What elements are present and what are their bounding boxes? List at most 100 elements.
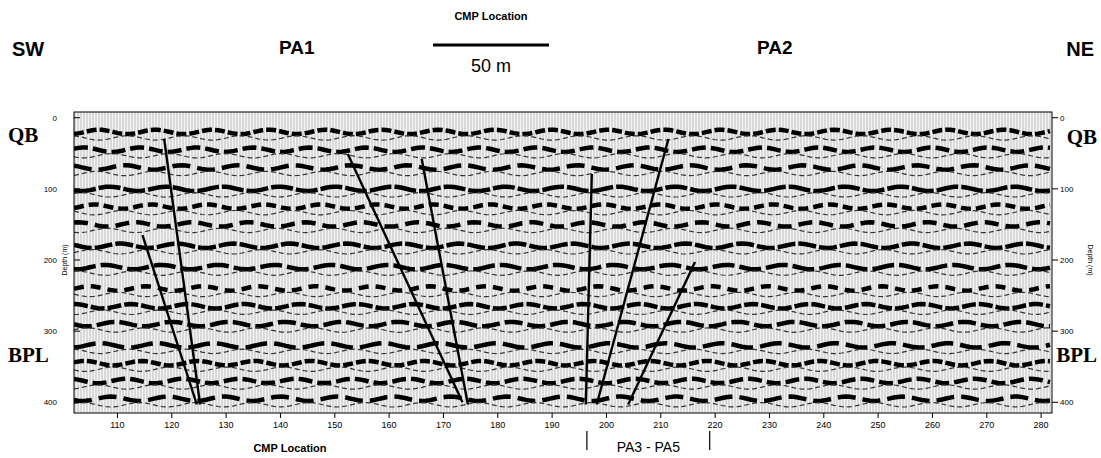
reflector-texture [74, 171, 1050, 175]
x-tick [389, 413, 390, 418]
x-tick-label: 240 [816, 420, 831, 430]
x-tick-label: 170 [436, 420, 451, 430]
reflector-texture [74, 250, 1050, 254]
x-tick-label: 230 [762, 420, 777, 430]
section-label: PA2 [757, 37, 793, 58]
x-tick [823, 413, 824, 418]
trace-texture [75, 112, 1050, 413]
y-tick-label: 300 [44, 327, 58, 336]
scale-bar-label: 50 m [471, 56, 511, 76]
x-axis-title: CMP Location [253, 442, 326, 454]
y-tick [74, 117, 80, 118]
reflector [74, 165, 1050, 169]
plot-background [74, 112, 1052, 413]
reflector [74, 397, 1050, 401]
plot-frame [74, 112, 1052, 413]
y-tick-label-right: 300 [1060, 327, 1074, 336]
reflector [74, 244, 1050, 248]
range-marker [709, 431, 710, 450]
x-tick [280, 413, 281, 418]
x-tick-label: 130 [219, 420, 234, 430]
reflector [74, 148, 1050, 152]
range-label: PA3 - PA5 [617, 439, 681, 455]
y-tick-label: 200 [44, 256, 58, 265]
x-tick-label: 180 [490, 420, 505, 430]
reflector [74, 379, 1050, 383]
section [74, 112, 1052, 413]
y-tick-label-right: 200 [1060, 256, 1074, 265]
y-tick [74, 331, 80, 332]
y-tick-right [1052, 402, 1058, 403]
reflector [74, 343, 1050, 347]
x-tick [769, 413, 770, 418]
x-tick-label: 260 [925, 420, 940, 430]
x-tick-label: 110 [110, 420, 124, 430]
reflector-texture [74, 292, 1050, 296]
y-tick-label-right: 0 [1060, 114, 1065, 123]
scale-bar [433, 44, 549, 47]
y-tick [74, 188, 80, 189]
horizon-label-right: BPL [1056, 343, 1097, 367]
reflector-texture [74, 328, 1050, 332]
y-tick-label: 100 [44, 185, 58, 194]
x-tick [497, 413, 498, 418]
reflector-texture [74, 385, 1050, 389]
x-tick [932, 413, 933, 418]
x-tick-label: 160 [382, 420, 397, 430]
fault [422, 159, 468, 405]
y-tick-right [1052, 188, 1058, 189]
x-tick [226, 413, 227, 418]
title: CMP Location [454, 10, 527, 22]
reflector-texture [74, 210, 1050, 214]
reflector-texture [74, 367, 1050, 371]
reflector-texture [74, 193, 1050, 197]
reflector-texture [74, 154, 1050, 158]
reflector [74, 286, 1050, 290]
fault [586, 174, 592, 405]
y-axis-title-right: Depth (m) [1086, 244, 1094, 275]
reflector-texture [74, 349, 1050, 353]
x-tick-label: 200 [599, 420, 614, 430]
x-tick [171, 413, 172, 418]
section-label: PA1 [279, 37, 315, 58]
reflector-texture [74, 271, 1050, 275]
range-marker [586, 431, 587, 450]
x-tick-label: 270 [979, 420, 994, 430]
fault [143, 235, 197, 404]
reflector [74, 130, 1050, 134]
fault [164, 139, 200, 405]
horizon-label-right: QB [1067, 125, 1097, 149]
fault [597, 139, 669, 405]
x-tick-label: 190 [545, 420, 560, 430]
side-label: NE [1066, 38, 1094, 60]
reflector [74, 265, 1050, 269]
x-tick-label: 120 [164, 420, 179, 430]
x-tick [552, 413, 553, 418]
y-tick-right [1052, 117, 1058, 118]
reflector-texture [74, 403, 1050, 407]
reflector-texture [74, 228, 1050, 232]
horizon-label: QB [8, 123, 38, 147]
x-tick [660, 413, 661, 418]
reflector [74, 322, 1050, 326]
x-tick [1041, 413, 1042, 418]
x-tick [443, 413, 444, 418]
y-axis-title: Depth (m) [61, 244, 69, 275]
y-tick-label-right: 100 [1060, 185, 1074, 194]
horizon-label: BPL [8, 343, 49, 367]
x-tick [606, 413, 607, 418]
reflector [74, 361, 1050, 365]
x-tick-label: 150 [327, 420, 342, 430]
reflector [74, 222, 1050, 226]
x-tick [715, 413, 716, 418]
x-tick [986, 413, 987, 418]
y-tick-right [1052, 260, 1058, 261]
x-tick-label: 280 [1034, 420, 1049, 430]
x-tick [117, 413, 118, 418]
y-tick-label: 0 [53, 114, 58, 123]
y-tick-label-right: 400 [1060, 398, 1074, 407]
figure: 1101201301401501601701801902002102202302… [0, 0, 1101, 458]
y-tick [74, 260, 80, 261]
reflector [74, 187, 1050, 191]
y-tick [74, 402, 80, 403]
